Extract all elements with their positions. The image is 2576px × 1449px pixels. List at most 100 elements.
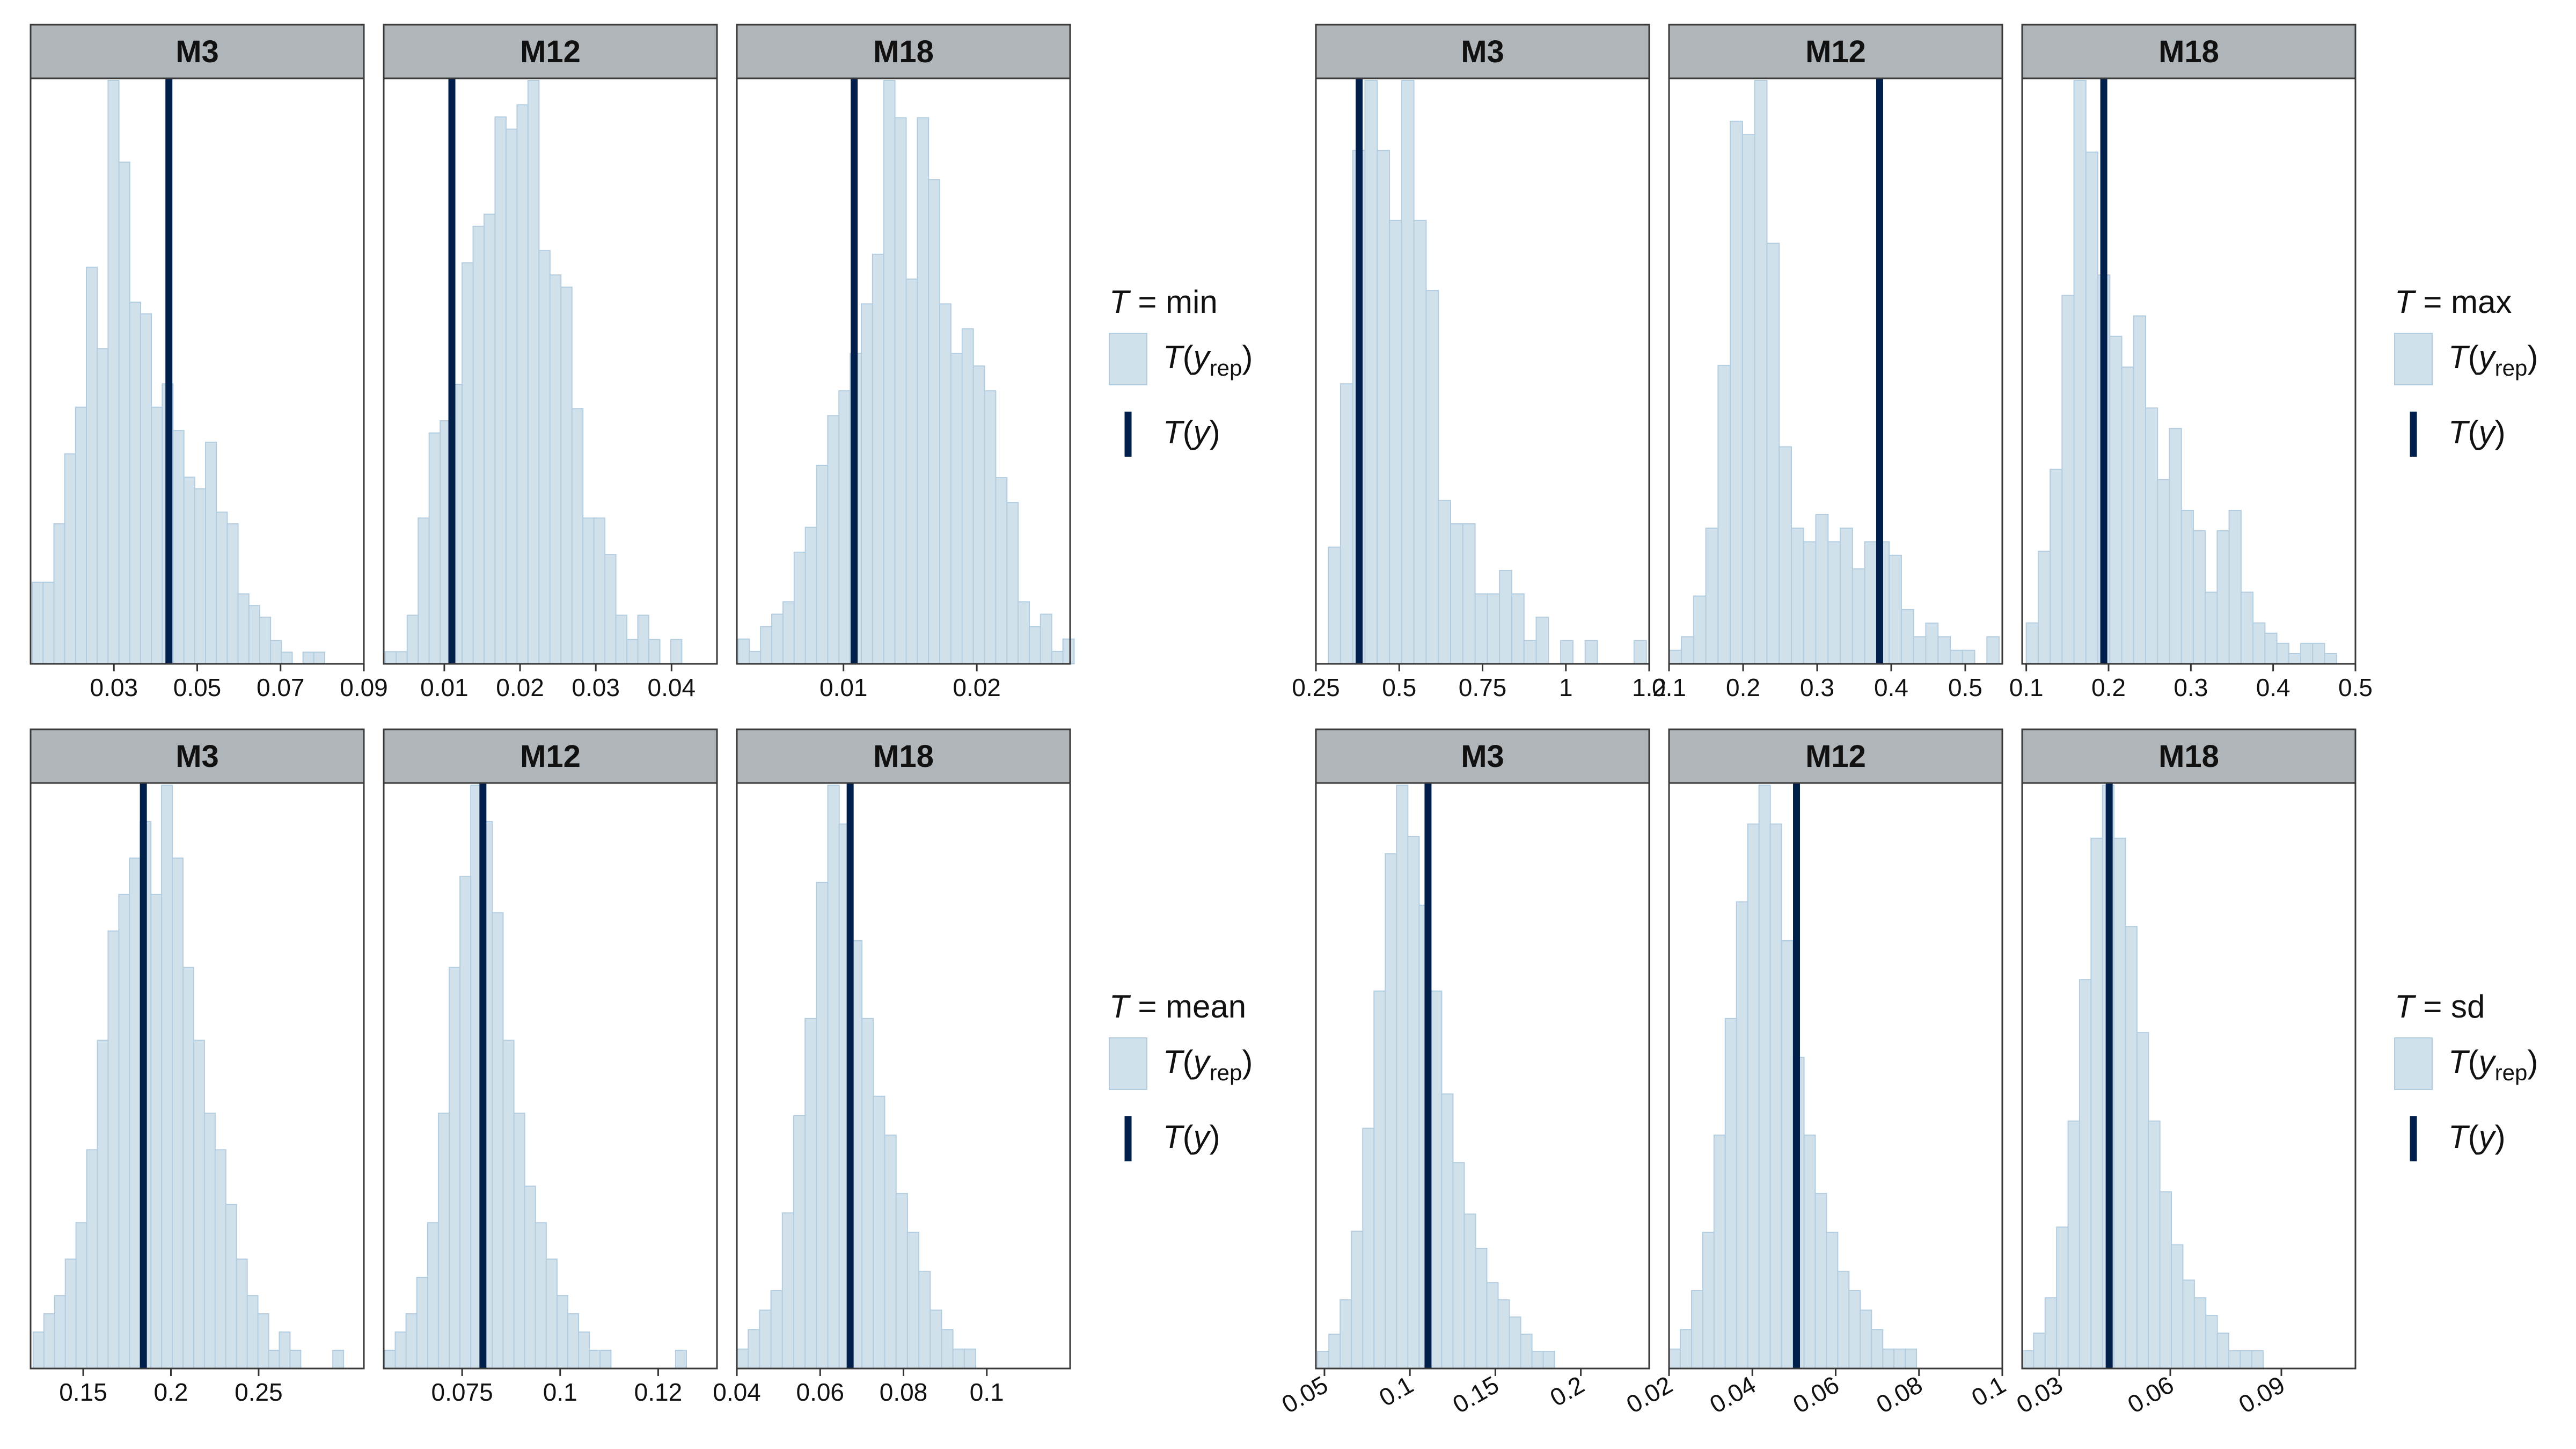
histogram-bar <box>2193 1297 2207 1369</box>
histogram-bars <box>32 80 326 665</box>
x-tick-label: 0.2 <box>1726 674 1760 701</box>
histogram-bar <box>1425 290 1439 664</box>
histogram-bar <box>64 453 76 664</box>
histogram-bar <box>1864 541 1878 664</box>
legend-label-observed: T(y) <box>2448 414 2506 450</box>
histogram-bar <box>216 511 228 664</box>
histogram-bar <box>759 1309 772 1370</box>
histogram-bar <box>939 303 952 664</box>
histogram-bar <box>193 1040 205 1369</box>
histogram-bars <box>1328 80 1647 665</box>
histogram-bar <box>428 432 441 664</box>
histogram-bar <box>1790 528 1804 665</box>
histogram-bar <box>2228 1350 2241 1370</box>
panel-sd-m3: M3 0.05 0.1 0.15 0.2 <box>1277 728 1650 1418</box>
histogram-bar <box>281 652 293 665</box>
histogram-bar <box>816 464 829 665</box>
histogram-bar <box>571 408 584 664</box>
histogram-bar <box>2182 1279 2195 1370</box>
histogram-bar <box>593 517 606 664</box>
x-tick-label: 0.06 <box>796 1378 844 1406</box>
legend-key-replicated <box>1109 1037 1147 1090</box>
histogram-bar <box>928 179 941 664</box>
histogram-bar <box>2136 1032 2149 1369</box>
histogram-bar <box>1499 570 1512 664</box>
histogram-bar <box>1389 219 1402 664</box>
histogram-bar <box>1668 649 1682 664</box>
x-tick-label: 0.2 <box>153 1378 188 1406</box>
panel-sd-m18: M18 0.03 0.06 0.09 <box>2011 728 2357 1418</box>
histogram-bar <box>918 1270 931 1369</box>
panel-mean-m3: M3 0.15 0.2 0.25 <box>30 728 365 1406</box>
histogram-bar <box>1430 990 1443 1369</box>
facet-label: M18 <box>873 739 934 774</box>
histogram-bar <box>1893 1348 1906 1370</box>
histogram-bar <box>895 1192 908 1370</box>
histogram-bar <box>214 1149 226 1370</box>
histogram-bar <box>1535 617 1549 665</box>
histogram-bar <box>549 274 562 664</box>
histogram-bar <box>527 80 540 664</box>
legend-label-replicated: T(yrep) <box>2448 1044 2538 1085</box>
histogram-bar <box>1509 1316 1521 1369</box>
facet-label: M3 <box>175 34 219 69</box>
histogram-bar <box>589 1350 601 1370</box>
histogram-bar <box>782 601 795 664</box>
histogram-bar <box>2022 1350 2035 1370</box>
histogram-bar <box>205 441 217 664</box>
x-tick-label: 1 <box>1559 674 1573 701</box>
histogram-bar <box>1741 134 1755 664</box>
histogram-bar <box>279 1331 291 1370</box>
histogram-bar <box>2276 642 2289 664</box>
histogram-bar <box>1826 1232 1839 1369</box>
legend-label-observed: T(y) <box>1163 1119 1220 1155</box>
histogram-bar <box>748 1329 760 1370</box>
histogram-bars <box>1668 785 1918 1370</box>
histogram-bar <box>1441 1093 1454 1369</box>
histogram-bar <box>203 1113 216 1369</box>
histogram-bar <box>1803 1135 1816 1369</box>
facet-strip <box>30 24 365 79</box>
histogram-bar <box>313 652 326 665</box>
histogram-bar <box>1815 514 1829 664</box>
histogram-bar <box>838 390 851 664</box>
histogram-bars <box>384 80 683 665</box>
x-tick-label: 0.02 <box>1621 1371 1677 1419</box>
histogram-bar <box>961 328 974 664</box>
legend-title: T = sd <box>2395 989 2485 1024</box>
legend-label-replicated: T(yrep) <box>1163 339 1253 380</box>
histogram-bar <box>1328 1334 1341 1370</box>
histogram-bar <box>1860 1309 1872 1370</box>
histogram-bar <box>1713 1135 1726 1369</box>
histogram-bar <box>151 406 163 664</box>
histogram-bar <box>97 1040 109 1369</box>
histogram-bar <box>1827 541 1841 664</box>
histogram-bar <box>516 104 529 664</box>
histogram-bar <box>1925 623 1939 665</box>
x-tick-label: 0.25 <box>235 1378 283 1406</box>
histogram-bar <box>995 477 1008 665</box>
histogram-bar <box>1769 823 1782 1370</box>
legend-title: T = min <box>1109 284 1218 320</box>
histogram-bar <box>1040 613 1052 664</box>
histogram-bars <box>736 785 977 1370</box>
histogram-bar <box>1814 1192 1827 1370</box>
facet-label: M12 <box>520 34 581 69</box>
facet-strip <box>2021 24 2357 79</box>
histogram-bar <box>2192 530 2206 665</box>
x-tick-label: 0.4 <box>2256 674 2290 701</box>
legend-key-replicated <box>1109 333 1147 385</box>
histogram-bar <box>781 1212 794 1369</box>
x-tick-label: 0.15 <box>59 1378 107 1406</box>
histogram-bar <box>1531 1351 1544 1370</box>
histogram-bar <box>129 302 141 664</box>
histogram-bar <box>384 1350 396 1370</box>
histogram-bar <box>2090 837 2103 1369</box>
histogram-bar <box>675 1350 687 1370</box>
histogram-bar <box>1633 640 1647 665</box>
histogram-bar <box>32 1331 45 1370</box>
histogram-bar <box>545 1258 558 1369</box>
histogram-bar <box>302 652 314 665</box>
histogram-bar <box>54 1295 66 1370</box>
